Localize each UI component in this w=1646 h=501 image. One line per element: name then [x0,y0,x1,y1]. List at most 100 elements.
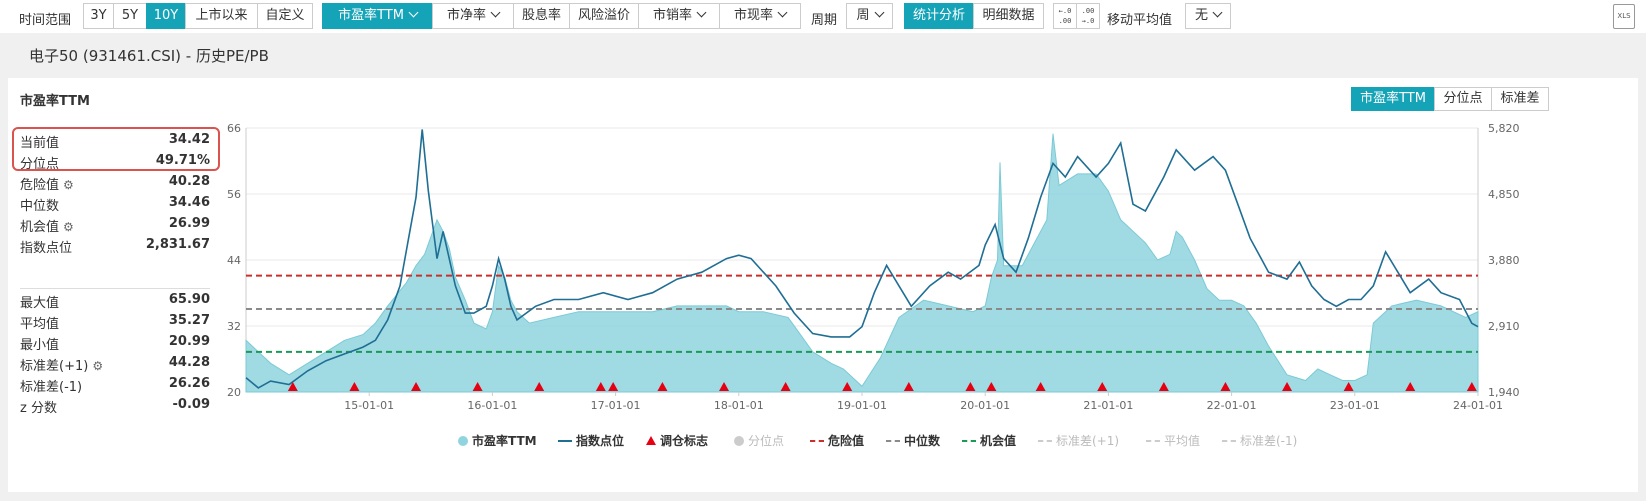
excel-export-icon[interactable]: XLS [1613,4,1635,29]
metric-dividend-button[interactable]: 股息率 [513,3,570,29]
metric-pcf-button[interactable]: 市现率 [719,3,801,29]
y-right-tick-label: 5,820 [1488,122,1520,135]
x-tick-label: 24-01-01 [1453,399,1503,412]
stat-value: 2,831.67 [145,237,210,252]
stat-label: 危险值 [20,178,60,193]
legend-item-sdp[interactable]: 标准差(+1) [1038,432,1119,449]
stat-value: 26.26 [168,376,210,391]
stat-sd-plus: 标准差(+1) ⚙ 44.28 [20,355,210,375]
legend-item-danger[interactable]: 危险值 [810,432,864,449]
stat-label: 中位数 [20,199,60,214]
stat-median: 中位数 34.46 [20,195,210,215]
decrease-decimal-icon[interactable]: ←.0.00 [1053,3,1077,29]
legend-dash-icon [962,440,976,442]
legend-item-pe[interactable]: 市盈率TTM [458,432,537,449]
legend-item-pct[interactable]: 分位点 [734,432,784,449]
legend-dash-icon [1222,440,1236,442]
legend-line-icon [558,440,572,442]
stat-label: 最小值 [20,338,60,353]
rebalance-marker [1343,382,1354,391]
legend-item-median[interactable]: 中位数 [886,432,940,449]
legend-dash-icon [1146,440,1160,442]
stat-value: 49.71% [155,153,210,168]
metric-pb-button[interactable]: 市净率 [432,3,514,29]
stat-value: 26.99 [168,216,210,231]
rebalance-marker [780,382,791,391]
highlight-box [12,127,220,171]
time-since-listing-button[interactable]: 上市以来 [185,3,258,29]
gear-icon[interactable]: ⚙ [63,220,74,234]
pe-area-series [245,133,1479,393]
stat-value: 44.28 [168,355,210,370]
legend-label: 平均值 [1164,434,1201,448]
mode-stats-button[interactable]: 统计分析 [904,3,974,29]
legend-label: 危险值 [828,434,865,448]
x-tick-label: 16-01-01 [467,399,517,412]
legend-item-avg[interactable]: 平均值 [1146,432,1200,449]
period-value: 周 [856,8,870,23]
stat-label: 指数点位 [20,241,73,256]
rebalance-marker [595,382,606,391]
chart-panel: 市盈率TTM 市盈率TTM 分位点 标准差 当前值 34.42 分位点 49.71%… [8,78,1638,492]
time-10y-button[interactable]: 10Y [146,3,186,29]
rebalance-marker [657,382,668,391]
moving-average-label: 移动平均值 [1107,13,1173,28]
moving-average-value: 无 [1194,8,1208,23]
rebalance-marker [472,382,483,391]
stat-percentile: 分位点 49.71% [20,153,210,173]
legend-label: 分位点 [748,434,785,448]
legend-label: 市盈率TTM [472,434,537,448]
metric-pb-label: 市净率 [446,8,486,23]
chevron-down-icon [408,7,419,18]
time-3y-button[interactable]: 3Y [83,3,114,29]
panel-title: 市盈率TTM [20,94,90,109]
legend-item-adj[interactable]: 调仓标志 [646,432,708,449]
period-select[interactable]: 周 [846,3,893,29]
rebalance-marker [608,382,619,391]
rebalance-marker [1282,382,1293,391]
legend-item-sdm[interactable]: 标准差(-1) [1222,432,1297,449]
stat-label: 最大值 [20,296,60,311]
stat-label: 分位点 [20,157,60,172]
stat-value: 65.90 [168,292,210,307]
metric-risk-premium-button[interactable]: 风险溢价 [569,3,639,29]
rebalance-marker [965,382,976,391]
y-left-tick-label: 56 [227,188,241,201]
legend-item-idx[interactable]: 指数点位 [558,432,624,449]
x-tick-label: 22-01-01 [1207,399,1257,412]
chevron-down-icon [1212,7,1223,18]
rebalance-marker [349,382,360,391]
stat-value: 34.42 [168,132,210,147]
time-5y-button[interactable]: 5Y [113,3,147,29]
pe-chart: 66 56 44 32 20 5,820 4,850 3,880 2,910 1,940 15-01… [227,122,1520,412]
legend-item-opp[interactable]: 机会值 [962,432,1016,449]
page-title: 电子50 (931461.CSI) - 历史PE/PB [29,47,269,65]
rebalance-marker [1158,382,1169,391]
y-right-tick-label: 3,880 [1488,254,1520,267]
legend-label: 中位数 [904,434,941,448]
increase-decimal-icon[interactable]: .00 →.0 [1076,3,1100,29]
view-stddev-button[interactable]: 标准差 [1491,87,1549,111]
time-range-label: 时间范围 [19,13,72,28]
stats-divider [20,288,210,289]
moving-average-select[interactable]: 无 [1185,3,1231,29]
rebalance-marker [719,382,730,391]
rebalance-marker [411,382,422,391]
chevron-down-icon [874,7,884,18]
time-custom-button[interactable]: 自定义 [257,3,313,29]
metric-pe-ttm-button[interactable]: 市盈率TTM [322,3,433,29]
legend-label: 标准差(+1) [1056,434,1120,448]
legend-dot-icon [458,436,468,446]
stat-label: 标准差(+1) [20,359,89,374]
stat-sd-minus: 标准差(-1) 26.26 [20,376,210,396]
x-tick-label: 19-01-01 [837,399,887,412]
legend-label: 调仓标志 [660,434,709,448]
stat-max: 最大值 65.90 [20,292,210,312]
rebalance-marker [1220,382,1231,391]
gear-icon[interactable]: ⚙ [92,359,104,373]
gear-icon[interactable]: ⚙ [63,178,74,192]
stat-value: 20.99 [168,334,210,349]
mode-detail-button[interactable]: 明细数据 [973,3,1044,29]
legend-dot-icon [734,436,744,446]
metric-ps-button[interactable]: 市销率 [638,3,720,29]
